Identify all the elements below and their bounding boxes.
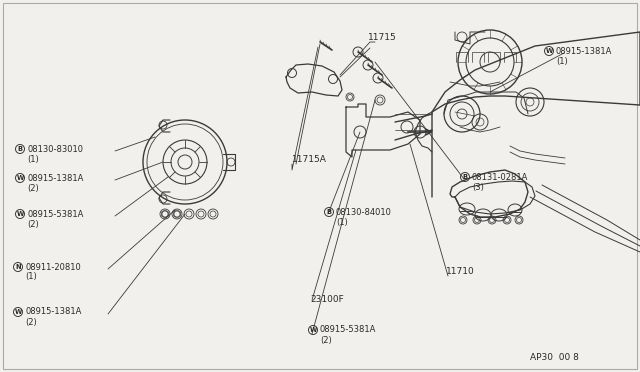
Text: 23100F: 23100F <box>310 295 344 305</box>
Text: 08131-0281A: 08131-0281A <box>472 173 529 182</box>
Text: (2): (2) <box>25 317 36 327</box>
Text: (2): (2) <box>27 219 39 228</box>
Text: W: W <box>545 48 552 54</box>
Text: (2): (2) <box>27 183 39 192</box>
Text: W: W <box>17 211 24 217</box>
Text: 08915-5381A: 08915-5381A <box>320 326 376 334</box>
Text: B: B <box>326 209 332 215</box>
Text: 08915-1381A: 08915-1381A <box>25 308 81 317</box>
Text: 08130-84010: 08130-84010 <box>336 208 392 217</box>
Text: 08915-1381A: 08915-1381A <box>27 173 83 183</box>
Text: (3): (3) <box>472 183 484 192</box>
Text: B: B <box>463 174 467 180</box>
Text: 08915-1381A: 08915-1381A <box>556 46 612 55</box>
Text: W: W <box>17 175 24 181</box>
Text: W: W <box>14 309 22 315</box>
Text: 11715: 11715 <box>368 32 397 42</box>
Text: (2): (2) <box>320 336 332 344</box>
Text: (1): (1) <box>556 57 568 65</box>
Text: 08130-83010: 08130-83010 <box>27 144 83 154</box>
Text: W: W <box>309 327 317 333</box>
Text: (1): (1) <box>27 154 39 164</box>
Text: 11710: 11710 <box>446 267 475 276</box>
Text: (1): (1) <box>25 273 36 282</box>
Text: 08911-20810: 08911-20810 <box>25 263 81 272</box>
Text: 08915-5381A: 08915-5381A <box>27 209 83 218</box>
Text: (1): (1) <box>336 218 348 227</box>
Text: B: B <box>17 146 22 152</box>
Text: 11715A: 11715A <box>292 154 327 164</box>
Text: N: N <box>15 264 21 270</box>
Text: AP30  00 8: AP30 00 8 <box>530 353 579 362</box>
